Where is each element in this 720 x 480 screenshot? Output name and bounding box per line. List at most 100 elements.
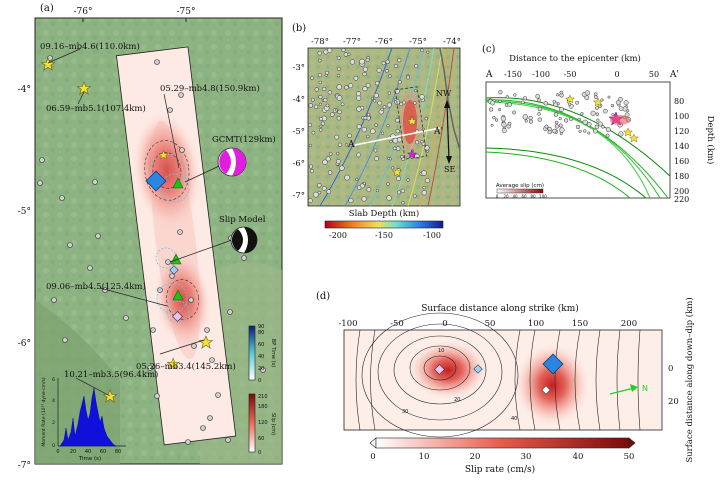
seismic-event [393,63,398,68]
seismic-event [178,92,184,98]
seismic-event [336,116,341,121]
xtick: -100 [338,319,357,329]
a-label: A [485,70,493,80]
seismic-event [406,75,410,80]
panel-c-plot [485,81,671,199]
stf-xtick: 20 [70,449,76,455]
seismic-event [537,117,542,122]
panel-c-yaxis: 80 100 120 140 160 180 200 220 Depth (km… [674,97,716,204]
seismic-event [597,121,603,127]
xtick: 50 [649,70,659,79]
seismic-event [308,103,314,108]
lat-tick: -6° [292,159,305,169]
seismic-event [209,357,215,363]
seismic-event [507,102,512,107]
lon-tick: -75° [177,7,196,17]
profile-a-prime-label: A' [433,127,443,137]
colorbar-tick: 120 [258,420,268,426]
ytick: 0 [668,364,673,374]
xtick: -50 [390,319,404,329]
colorbar-tick: 20 [470,452,481,462]
seismic-event [347,133,352,138]
seismic-event [372,99,377,103]
seismic-event [361,196,367,202]
nw-label: NW [436,89,452,98]
colorbar-tick: 20 [258,366,264,372]
colorbar-tick: 50 [624,452,635,462]
seismic-event [426,50,430,54]
seismic-event [387,157,391,160]
profile-a-label: A [347,140,355,150]
star-icon [564,94,576,104]
lat-tick: -7° [18,461,31,471]
event-label: 10.21–mb3.5(96.4km) [64,369,158,380]
seismic-event [215,392,221,398]
stf-ytick: 6 [52,377,55,383]
star-icon [166,357,180,370]
seismic-event [356,95,362,101]
stf-ytick: 2 [52,420,55,426]
seismic-event [356,124,362,130]
seismic-event [595,112,600,116]
seismic-event [373,92,379,99]
seismic-event [308,164,314,169]
seismic-event [204,327,210,333]
seismic-event [334,108,338,112]
seismic-event [365,83,371,88]
seismic-event [343,52,349,57]
slip-contour [152,152,182,189]
seismic-event [543,101,548,106]
seismic-event [568,102,572,106]
panel-a: (a) -76° -75° -4° -5° -6° -7° [18,3,283,471]
seismic-event [339,165,345,171]
lat-tick: -4° [292,95,305,105]
seismic-event [575,100,580,105]
seismic-event [51,297,57,303]
seismic-event [191,343,197,349]
seismic-event [374,156,379,162]
a-prime-label: A' [669,70,679,80]
seismic-event [386,182,390,186]
stf-ylabel: Moment Rate (10¹⁷ dyne·cm/s) [41,377,47,446]
seismic-event [188,297,194,303]
lat-tick: -3° [292,63,305,73]
north-label: N [642,384,648,393]
seismic-event [377,100,383,106]
xtick: -150 [504,70,522,79]
seismic-event [336,95,343,101]
seismic-event [575,124,581,130]
lat-tick: -5° [18,207,31,217]
seismic-event [337,109,342,115]
fault-outline [394,86,428,160]
seismic-event [348,197,354,204]
seismic-event [37,180,43,186]
seismic-event [380,107,384,111]
seismic-event [592,128,598,134]
seismic-event [563,118,569,123]
contour-label: 30 [402,409,408,415]
seismic-event [366,187,372,192]
seismic-event [498,108,502,112]
seismic-event [338,142,343,147]
colorbar-tick: 40 [258,354,264,360]
lat-tick: -7° [292,191,305,201]
seismic-event [552,128,557,134]
colorbar-tick: 0 [370,452,375,462]
xtick: 200 [621,319,637,329]
slip-model-label: Slip Model [219,215,266,225]
seismic-event [336,73,341,78]
contour-labels: 10 20 30 40 [402,348,517,422]
star-icon [40,57,56,71]
panel-c: (c) Distance to the epicenter (km) A A' … [482,44,716,204]
seismic-event [385,69,389,73]
xtick: -50 [564,70,577,79]
seismic-event [185,439,191,445]
seismic-event [406,178,410,182]
seismic-event [95,233,101,239]
seismic-event [386,102,392,108]
seismic-event [414,64,419,69]
colorbar-tick: 10 [419,452,430,462]
north-arrow [609,387,635,395]
seismic-event [488,107,494,112]
xtick: 100 [528,319,544,329]
